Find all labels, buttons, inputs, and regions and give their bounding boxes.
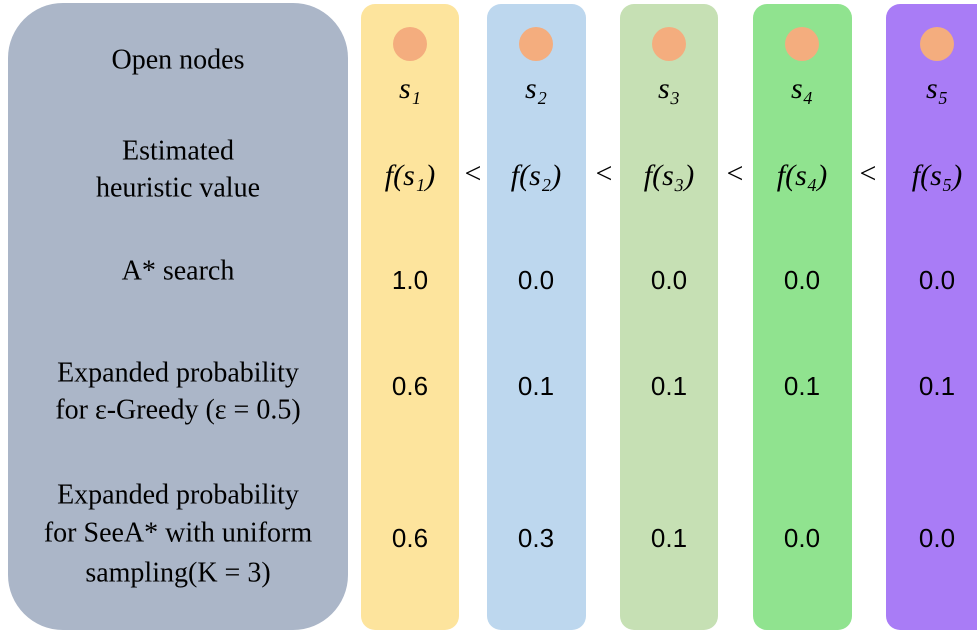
column-bg <box>620 4 718 630</box>
row-label: Open nodes <box>112 44 245 75</box>
comparator: < <box>596 157 613 190</box>
column-bg <box>487 4 586 630</box>
row-label: Expanded probability <box>57 357 299 388</box>
row-label: A* search <box>122 255 235 286</box>
epsilon-greedy-value: 0.1 <box>919 371 955 401</box>
row-label-panel <box>8 3 348 630</box>
heuristic-label: f(s₅) <box>912 159 962 192</box>
comparator: < <box>860 157 877 190</box>
astar-value: 0.0 <box>919 265 955 295</box>
node-circle <box>393 27 427 61</box>
row-label: Expanded probability <box>57 479 299 510</box>
epsilon-greedy-value: 0.1 <box>784 371 820 401</box>
astar-value: 0.0 <box>651 265 687 295</box>
column-bg <box>753 4 852 630</box>
node-circle <box>920 27 954 61</box>
comparator: < <box>465 157 482 190</box>
node-label: s₄ <box>791 72 813 105</box>
seea-value: 0.0 <box>784 523 820 553</box>
seea-value: 0.6 <box>392 523 428 553</box>
column-bg <box>361 4 459 630</box>
seea-value: 0.3 <box>518 523 554 553</box>
row-label: for ε-Greedy (ε = 0.5) <box>55 394 300 425</box>
epsilon-greedy-value: 0.6 <box>392 371 428 401</box>
astar-value: 1.0 <box>392 265 428 295</box>
node-label: s₅ <box>926 72 948 105</box>
columns <box>361 4 977 630</box>
row-label: heuristic value <box>96 172 260 203</box>
node-circle <box>519 27 553 61</box>
node-label: s₂ <box>525 72 547 105</box>
astar-value: 0.0 <box>784 265 820 295</box>
column-bg <box>886 4 977 630</box>
epsilon-greedy-value: 0.1 <box>518 371 554 401</box>
node-circle <box>785 27 819 61</box>
epsilon-greedy-value: 0.1 <box>651 371 687 401</box>
row-label: for SeeA* with uniform <box>44 517 313 548</box>
seea-value: 0.0 <box>919 523 955 553</box>
heuristic-label: f(s₁) <box>385 159 435 192</box>
row-label: Estimated <box>122 135 234 166</box>
node-circle <box>652 27 686 61</box>
heuristic-label: f(s₄) <box>777 159 827 192</box>
seea-value: 0.1 <box>651 523 687 553</box>
heuristic-label: f(s₃) <box>644 159 694 192</box>
astar-value: 0.0 <box>518 265 554 295</box>
node-label: s₃ <box>658 72 680 105</box>
node-label: s₁ <box>399 72 421 105</box>
row-label: sampling(K = 3) <box>85 557 270 588</box>
comparator: < <box>727 157 744 190</box>
heuristic-label: f(s₂) <box>511 159 561 192</box>
